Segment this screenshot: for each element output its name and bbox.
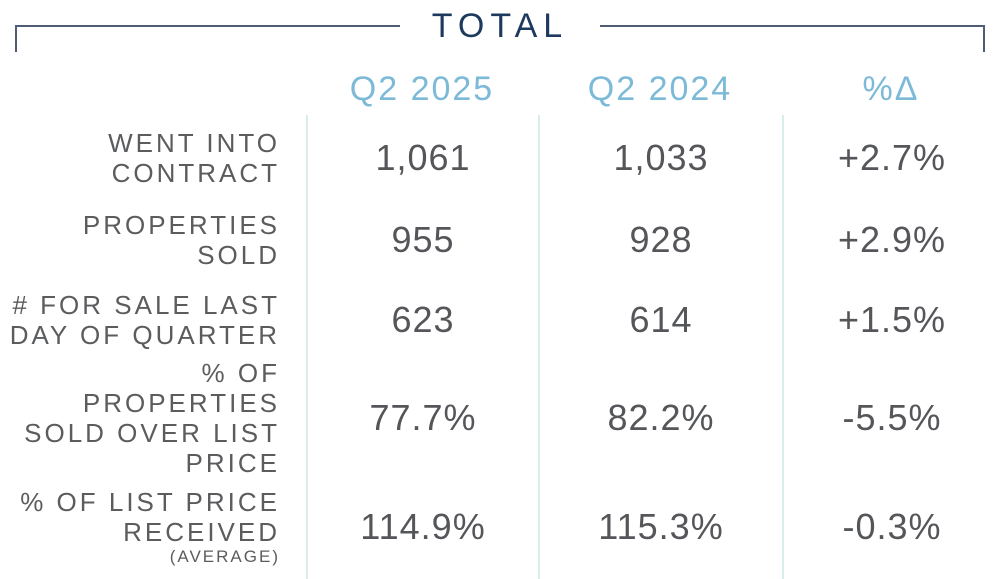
page-title: TOTAL: [431, 7, 569, 45]
row-label-line: PROPERTIES: [82, 210, 280, 240]
row-label: PROPERTIES SOLD: [0, 200, 306, 280]
row-label: # FOR SALE LAST DAY OF QUARTER: [0, 280, 306, 360]
cell-pct-delta: +2.9%: [782, 200, 1000, 280]
cell-q2-2024: 82.2%: [538, 360, 782, 475]
cell-q2-2025: 77.7%: [306, 360, 538, 475]
cell-q2-2024: 115.3%: [538, 475, 782, 579]
table-row-list-price-received: % OF LIST PRICE RECEIVED (AVERAGE) 114.9…: [0, 475, 1000, 579]
cell-q2-2025: 114.9%: [306, 475, 538, 579]
table-row-for-sale-last-day: # FOR SALE LAST DAY OF QUARTER 623 614 +…: [0, 280, 1000, 360]
title-bracket: TOTAL: [15, 0, 985, 55]
table-row-properties-sold: PROPERTIES SOLD 955 928 +2.9%: [0, 200, 1000, 280]
row-label-line: SOLD OVER LIST: [24, 417, 280, 448]
row-label-line: % OF LIST PRICE: [20, 487, 280, 517]
cell-q2-2024: 928: [538, 200, 782, 280]
bracket-left-line: [15, 25, 400, 52]
table-row-went-into-contract: WENT INTO CONTRACT 1,061 1,033 +2.7%: [0, 115, 1000, 200]
row-label-line: DAY OF QUARTER: [9, 320, 280, 350]
row-label-line: SOLD: [197, 240, 280, 270]
row-label-line: # FOR SALE LAST: [12, 290, 280, 320]
cell-q2-2025: 1,061: [306, 115, 538, 200]
row-label-line: RECEIVED: [123, 517, 280, 547]
header-spacer: [0, 55, 306, 115]
row-label-note: (AVERAGE): [169, 547, 280, 566]
row-label-line: CONTRACT: [111, 157, 280, 188]
row-label: % OF PROPERTIES SOLD OVER LIST PRICE: [0, 357, 306, 478]
row-label: % OF LIST PRICE RECEIVED (AVERAGE): [0, 475, 306, 579]
row-label-line: % OF PROPERTIES: [82, 357, 280, 418]
row-label-line: PRICE: [185, 447, 280, 478]
column-header-q2-2025: Q2 2025: [349, 69, 495, 108]
bracket-right-line: [600, 25, 985, 52]
cell-pct-delta: -0.3%: [782, 475, 1000, 579]
row-label-line: WENT INTO: [108, 127, 280, 158]
stats-table: Q2 2025 Q2 2024 %Δ WENT INTO CONTRACT 1,…: [0, 55, 1000, 579]
cell-q2-2024: 614: [538, 280, 782, 360]
row-label: WENT INTO CONTRACT: [0, 115, 306, 200]
cell-pct-delta: +1.5%: [782, 280, 1000, 360]
cell-q2-2024: 1,033: [538, 115, 782, 200]
table-header-row: Q2 2025 Q2 2024 %Δ: [0, 55, 1000, 115]
column-header-q2-2024: Q2 2024: [587, 69, 733, 108]
table-row-sold-over-list-price: % OF PROPERTIES SOLD OVER LIST PRICE 77.…: [0, 357, 1000, 478]
column-header-pct-delta: %Δ: [862, 69, 920, 108]
cell-q2-2025: 623: [306, 280, 538, 360]
cell-pct-delta: +2.7%: [782, 115, 1000, 200]
cell-q2-2025: 955: [306, 200, 538, 280]
cell-pct-delta: -5.5%: [782, 360, 1000, 475]
